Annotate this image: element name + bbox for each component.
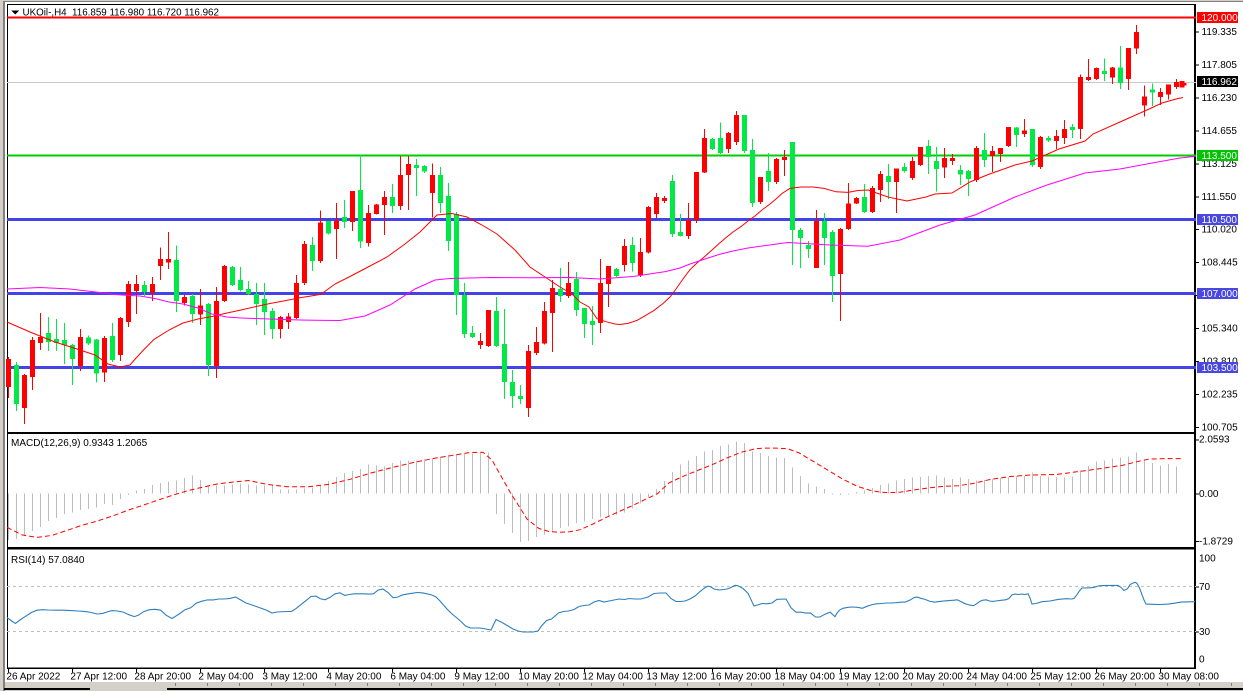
svg-text:26 May 20:00: 26 May 20:00 xyxy=(1094,672,1155,683)
svg-text:113.125: 113.125 xyxy=(1202,159,1238,170)
svg-text:102.235: 102.235 xyxy=(1202,389,1239,400)
svg-text:28 Apr 20:00: 28 Apr 20:00 xyxy=(134,672,191,683)
svg-text:18 May 04:00: 18 May 04:00 xyxy=(774,672,835,683)
svg-text:6 May 04:00: 6 May 04:00 xyxy=(390,672,445,683)
svg-text:110.500: 110.500 xyxy=(1202,215,1238,226)
svg-text:UKOil-,H4 116.859 116.980 116: UKOil-,H4 116.859 116.980 116.720 116.96… xyxy=(23,8,219,19)
svg-text:114.655: 114.655 xyxy=(1202,126,1238,137)
svg-text:30 May 08:00: 30 May 08:00 xyxy=(1158,672,1219,683)
svg-text:2 May 04:00: 2 May 04:00 xyxy=(198,672,253,683)
svg-text:RSI(14) 57.0840: RSI(14) 57.0840 xyxy=(11,555,85,566)
svg-text:26 Apr 2022: 26 Apr 2022 xyxy=(6,672,60,683)
svg-text:30: 30 xyxy=(1199,627,1211,638)
svg-text:108.445: 108.445 xyxy=(1202,258,1239,269)
svg-text:0.00: 0.00 xyxy=(1199,489,1219,500)
svg-text:111.550: 111.550 xyxy=(1202,192,1237,203)
svg-text:25 May 12:00: 25 May 12:00 xyxy=(1030,672,1091,683)
svg-text:3 May 12:00: 3 May 12:00 xyxy=(262,672,317,683)
svg-text:4 May 20:00: 4 May 20:00 xyxy=(326,672,381,683)
svg-text:70: 70 xyxy=(1199,582,1211,593)
svg-text:16 May 20:00: 16 May 20:00 xyxy=(710,672,771,683)
svg-text:24 May 04:00: 24 May 04:00 xyxy=(966,672,1027,683)
svg-text:-1.8729: -1.8729 xyxy=(1199,537,1233,548)
svg-text:116.962: 116.962 xyxy=(1202,77,1238,88)
svg-text:100: 100 xyxy=(1199,554,1216,565)
svg-text:100.705: 100.705 xyxy=(1202,422,1239,433)
svg-text:116.230: 116.230 xyxy=(1202,93,1238,104)
svg-text:9 May 12:00: 9 May 12:00 xyxy=(454,672,509,683)
svg-text:12 May 04:00: 12 May 04:00 xyxy=(582,672,643,683)
svg-text:27 Apr 12:00: 27 Apr 12:00 xyxy=(70,672,127,683)
svg-text:19 May 12:00: 19 May 12:00 xyxy=(838,672,899,683)
svg-text:119.335: 119.335 xyxy=(1202,27,1238,38)
svg-text:10 May 20:00: 10 May 20:00 xyxy=(518,672,579,683)
svg-text:13 May 12:00: 13 May 12:00 xyxy=(646,672,707,683)
svg-text:107.000: 107.000 xyxy=(1202,289,1239,300)
svg-text:103.500: 103.500 xyxy=(1202,363,1239,374)
svg-text:20 May 20:00: 20 May 20:00 xyxy=(902,672,963,683)
svg-text:103.810: 103.810 xyxy=(1202,356,1239,367)
svg-text:105.340: 105.340 xyxy=(1202,324,1239,335)
svg-text:120.000: 120.000 xyxy=(1202,13,1239,24)
svg-text:0: 0 xyxy=(1199,655,1205,666)
svg-text:2.0593: 2.0593 xyxy=(1199,435,1230,446)
svg-text:113.500: 113.500 xyxy=(1202,151,1238,162)
svg-text:117.805: 117.805 xyxy=(1202,60,1238,71)
svg-text:110.020: 110.020 xyxy=(1202,225,1238,236)
svg-text:MACD(12,26,9) 0.9343 1.2065: MACD(12,26,9) 0.9343 1.2065 xyxy=(11,438,148,449)
